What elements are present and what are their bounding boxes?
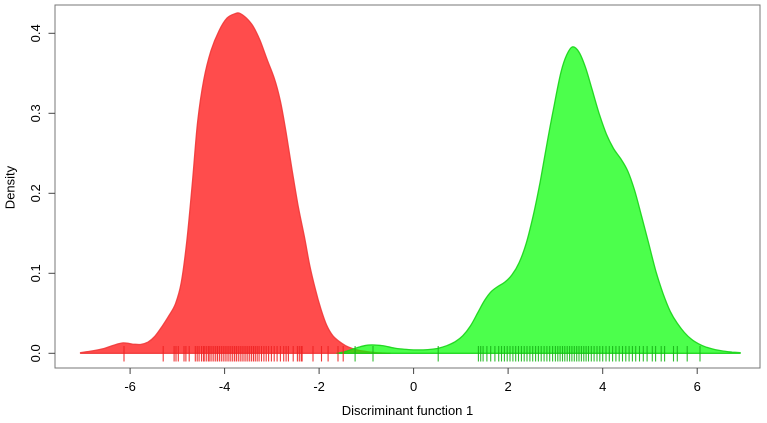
x-tick-label: 6	[694, 379, 701, 394]
y-tick-label: 0.2	[28, 184, 43, 202]
group-1-red-density-rug	[123, 346, 344, 362]
x-tick-label: -6	[124, 379, 136, 394]
y-axis-title: Density	[2, 165, 18, 210]
x-tick-label: -4	[219, 379, 231, 394]
group-1-red-density-area	[79, 12, 391, 354]
group-2-green-density-rug	[354, 346, 701, 362]
y-tick-label: 0.3	[28, 104, 43, 122]
y-tick-label: 0.4	[28, 24, 43, 42]
x-tick-label: 0	[410, 379, 417, 394]
x-tick-label: 4	[599, 379, 606, 394]
y-tick-label: 0.0	[28, 344, 43, 362]
x-tick-label: 2	[504, 379, 511, 394]
x-tick-label: -2	[313, 379, 325, 394]
plot-box	[54, 4, 761, 369]
x-axis-title: Discriminant function 1	[341, 403, 474, 418]
group-2-green-density-area	[336, 46, 741, 354]
y-tick-label: 0.1	[28, 264, 43, 282]
